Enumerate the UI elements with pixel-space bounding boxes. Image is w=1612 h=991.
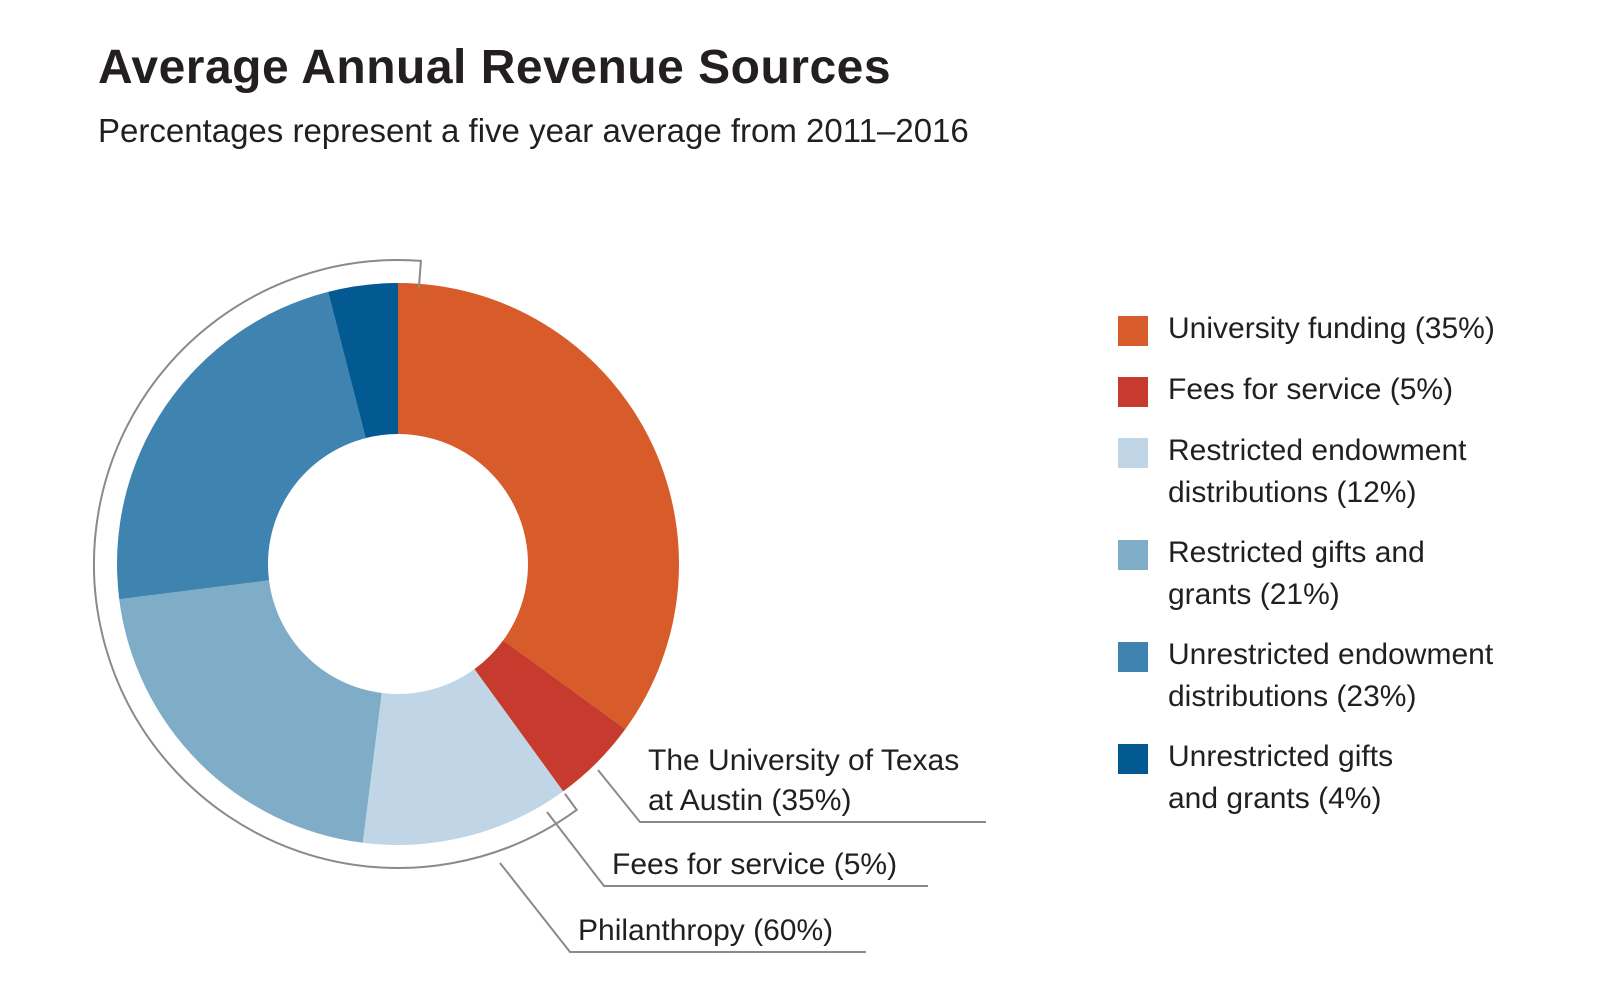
annotation-university: The University of Texas at Austin (35%) [597, 744, 986, 823]
donut-slices [116, 283, 679, 846]
legend-swatch [1118, 642, 1148, 672]
chart-subtitle: Percentages represent a five year averag… [98, 112, 969, 149]
leader-line-university [597, 769, 986, 823]
legend-label-line: University funding (35%) [1168, 312, 1495, 345]
annotation-university-line-2: at Austin (35%) [648, 784, 851, 817]
chart-title: Average Annual Revenue Sources [98, 41, 892, 94]
legend-swatch [1118, 744, 1148, 774]
legend-label-line: Restricted endowment [1168, 434, 1467, 467]
legend-swatch [1118, 438, 1148, 468]
legend-swatch [1118, 377, 1148, 407]
legend-label: Restricted endowment distributions (12%) [1168, 430, 1578, 514]
legend-label: Fees for service (5%) [1168, 369, 1578, 411]
legend-label-line: distributions (12%) [1168, 476, 1417, 509]
annotation-fees-line-1: Fees for service (5%) [612, 848, 897, 881]
legend-label: Unrestricted gifts and grants (4%) [1168, 736, 1578, 820]
legend-label: Unrestricted endowment distributions (23… [1168, 634, 1578, 718]
legend-swatch [1118, 540, 1148, 570]
slice-unrestricted-endowment [116, 291, 366, 600]
slice-fees-for-service [474, 640, 626, 792]
legend-label-line: grants (21%) [1168, 578, 1340, 611]
slice-restricted-gifts [119, 580, 382, 843]
annotation-university-line-1: The University of Texas [648, 744, 959, 777]
slice-university-funding [398, 283, 679, 730]
legend-label-line: distributions (23%) [1168, 680, 1417, 713]
annotation-fees: Fees for service (5%) [546, 811, 928, 887]
leader-line-fees [546, 811, 928, 887]
legend-label: Restricted gifts and grants (21%) [1168, 532, 1578, 616]
annotation-philanthropy: Philanthropy (60%) [499, 862, 866, 953]
legend-swatch [1118, 316, 1148, 346]
legend-label-line: Fees for service (5%) [1168, 373, 1454, 406]
legend-label-line: Unrestricted gifts [1168, 740, 1394, 773]
annotation-philanthropy-line-1: Philanthropy (60%) [578, 914, 833, 947]
leader-line-philanthropy [499, 862, 866, 953]
legend-label-line: Restricted gifts and [1168, 536, 1425, 569]
legend-label: University funding (35%) [1168, 308, 1578, 350]
philanthropy-bracket [93, 259, 579, 869]
slice-unrestricted-gifts [328, 283, 398, 439]
legend-label-line: and grants (4%) [1168, 782, 1382, 815]
slice-restricted-endowment [362, 669, 564, 846]
legend-label-line: Unrestricted endowment [1168, 638, 1494, 671]
